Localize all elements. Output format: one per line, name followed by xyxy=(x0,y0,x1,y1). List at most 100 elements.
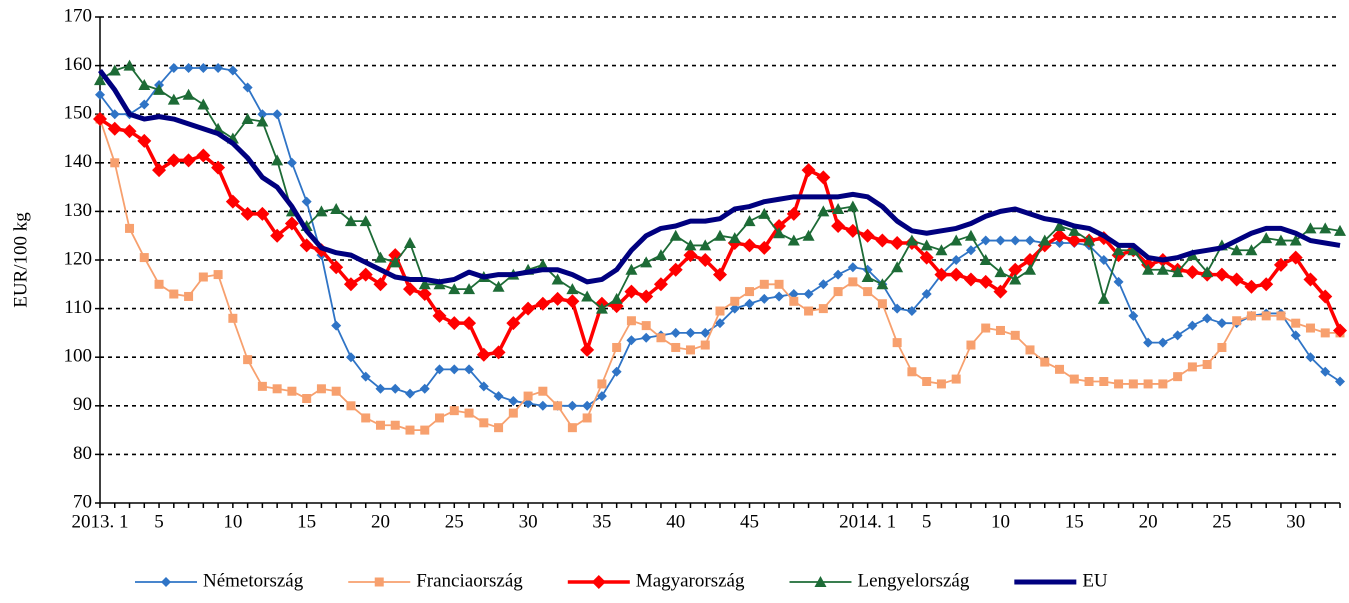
marker xyxy=(978,274,993,289)
marker xyxy=(832,202,845,214)
marker xyxy=(698,253,713,267)
marker xyxy=(654,249,667,261)
marker xyxy=(949,267,964,282)
marker xyxy=(271,154,284,166)
marker xyxy=(1276,311,1286,321)
marker xyxy=(272,384,282,394)
y-axis-label: EUR/100 kg xyxy=(10,212,31,308)
marker xyxy=(1158,379,1168,389)
marker xyxy=(523,391,533,401)
marker xyxy=(980,235,991,246)
legend-label: Franciaország xyxy=(416,570,523,591)
marker xyxy=(197,98,210,110)
marker xyxy=(240,206,255,221)
marker xyxy=(449,364,460,375)
x-tick-label: 2013. 1 xyxy=(72,511,129,532)
marker xyxy=(359,215,372,227)
marker xyxy=(891,261,904,273)
marker xyxy=(1229,272,1244,287)
marker xyxy=(536,258,549,270)
marker xyxy=(1320,328,1330,338)
x-tick-label: 15 xyxy=(1065,511,1084,532)
marker xyxy=(565,294,580,309)
marker xyxy=(478,381,489,392)
marker xyxy=(1290,330,1301,341)
marker xyxy=(860,228,875,243)
marker xyxy=(447,316,462,331)
marker xyxy=(1069,374,1079,384)
marker xyxy=(1216,318,1227,329)
marker xyxy=(270,228,285,243)
marker xyxy=(166,153,181,168)
marker xyxy=(1128,379,1138,389)
series-line xyxy=(98,68,1341,285)
marker xyxy=(892,303,903,314)
marker xyxy=(284,216,299,231)
marker xyxy=(611,366,622,377)
x-tick-label: 35 xyxy=(592,511,611,532)
marker xyxy=(1185,265,1200,280)
marker xyxy=(464,364,475,375)
marker xyxy=(1038,234,1051,246)
marker xyxy=(225,194,240,209)
marker xyxy=(729,303,740,314)
x-tick-label: 5 xyxy=(922,511,932,532)
marker xyxy=(1202,313,1213,324)
marker xyxy=(211,160,226,175)
x-tick-label: 25 xyxy=(1212,511,1231,532)
marker xyxy=(346,401,356,411)
legend-label: Magyarország xyxy=(636,570,745,591)
marker xyxy=(1171,266,1184,278)
marker xyxy=(1025,235,1035,246)
marker xyxy=(804,306,814,316)
marker xyxy=(1259,277,1274,292)
marker xyxy=(861,271,874,283)
marker xyxy=(476,347,491,362)
marker xyxy=(833,287,843,297)
marker xyxy=(432,308,447,323)
marker xyxy=(301,196,312,207)
marker xyxy=(700,327,711,338)
marker xyxy=(374,577,384,587)
y-tick-label: 80 xyxy=(73,443,92,464)
marker xyxy=(95,89,105,100)
marker xyxy=(122,124,137,139)
marker xyxy=(788,289,799,300)
marker xyxy=(463,283,476,295)
marker xyxy=(1113,276,1124,287)
marker xyxy=(1217,342,1227,352)
marker xyxy=(595,302,608,314)
marker xyxy=(876,278,889,290)
marker xyxy=(905,234,918,246)
marker xyxy=(817,205,830,217)
marker xyxy=(213,63,224,74)
marker xyxy=(803,289,814,300)
marker xyxy=(965,245,976,256)
marker xyxy=(670,327,681,338)
marker xyxy=(183,63,194,74)
marker xyxy=(1261,311,1271,321)
marker xyxy=(161,577,171,587)
marker xyxy=(1010,235,1021,246)
marker xyxy=(196,148,211,163)
marker xyxy=(1230,244,1243,256)
marker xyxy=(714,229,726,241)
marker xyxy=(802,229,815,241)
marker xyxy=(508,408,518,418)
marker xyxy=(715,318,725,329)
marker xyxy=(1201,266,1214,278)
marker xyxy=(744,298,755,309)
marker xyxy=(137,133,152,148)
marker xyxy=(1097,292,1110,304)
marker xyxy=(1098,255,1109,265)
marker xyxy=(848,277,858,287)
marker xyxy=(597,379,607,389)
marker xyxy=(612,342,622,352)
marker xyxy=(1156,263,1169,275)
marker xyxy=(331,386,341,396)
marker xyxy=(242,82,253,93)
marker xyxy=(403,282,417,297)
marker xyxy=(256,115,269,127)
marker xyxy=(993,284,1008,299)
